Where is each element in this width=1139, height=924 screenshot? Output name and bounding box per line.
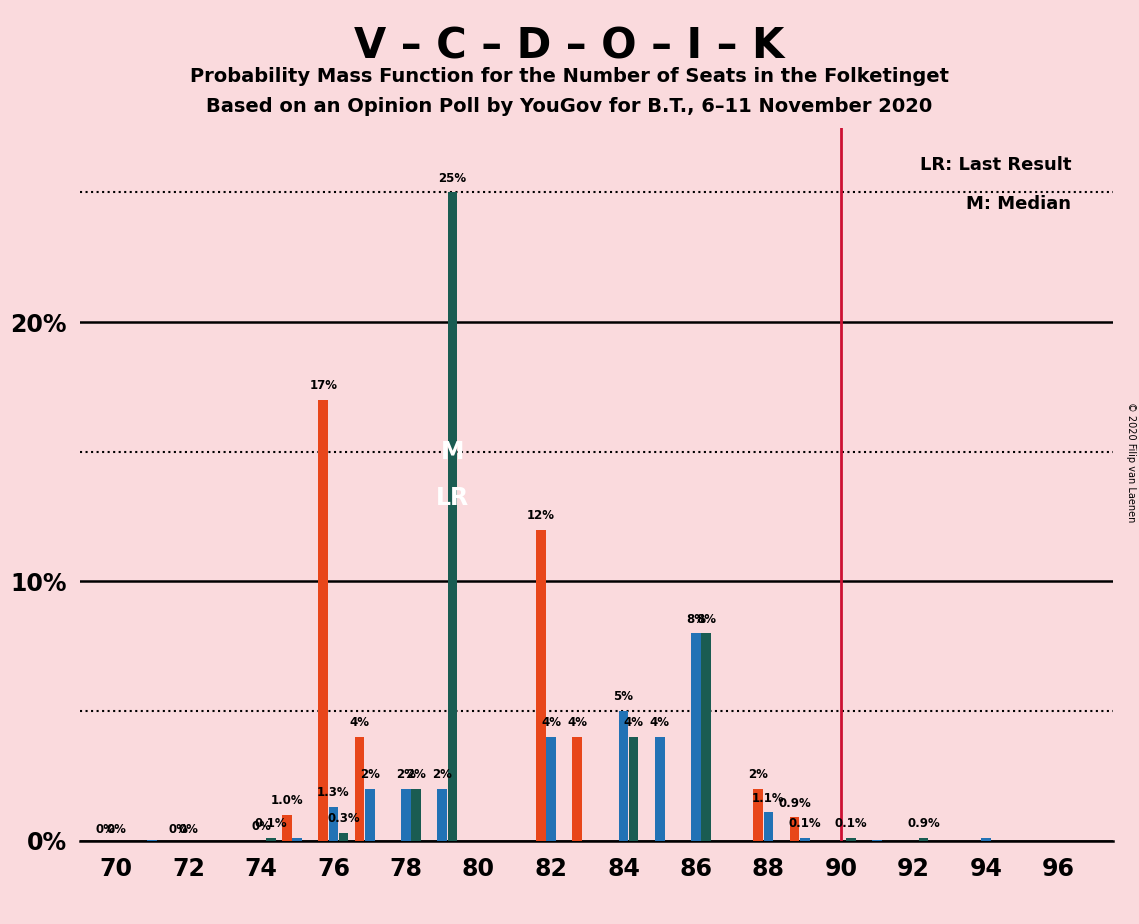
Text: 8%: 8% xyxy=(686,613,706,626)
Text: 1.1%: 1.1% xyxy=(752,792,785,805)
Bar xyxy=(267,838,276,841)
Text: 4%: 4% xyxy=(567,716,587,729)
Bar xyxy=(655,737,664,841)
Text: M: M xyxy=(441,440,464,464)
Text: 0%: 0% xyxy=(251,820,271,833)
Bar xyxy=(448,192,457,841)
Text: Probability Mass Function for the Number of Seats in the Folketinget: Probability Mass Function for the Number… xyxy=(190,67,949,86)
Bar xyxy=(536,529,546,841)
Bar xyxy=(754,789,763,841)
Text: 0.1%: 0.1% xyxy=(788,818,821,831)
Text: LR: Last Result: LR: Last Result xyxy=(920,156,1072,174)
Text: 2%: 2% xyxy=(748,768,768,781)
Text: 5%: 5% xyxy=(614,690,633,703)
Bar xyxy=(572,737,582,841)
Bar xyxy=(981,838,991,841)
Bar xyxy=(401,789,411,841)
Bar xyxy=(329,808,338,841)
Text: 1.0%: 1.0% xyxy=(271,794,303,808)
Bar xyxy=(846,838,855,841)
Text: LR: LR xyxy=(436,486,469,510)
Text: 2%: 2% xyxy=(360,768,379,781)
Text: 0.3%: 0.3% xyxy=(327,812,360,825)
Text: 0%: 0% xyxy=(169,822,188,835)
Bar xyxy=(763,812,773,841)
Text: 17%: 17% xyxy=(310,379,337,392)
Text: Based on an Opinion Poll by YouGov for B.T., 6–11 November 2020: Based on an Opinion Poll by YouGov for B… xyxy=(206,97,933,116)
Bar xyxy=(364,789,375,841)
Text: 0.9%: 0.9% xyxy=(778,796,811,809)
Bar xyxy=(319,400,328,841)
Text: M: Median: M: Median xyxy=(967,195,1072,213)
Bar xyxy=(282,815,292,841)
Text: 12%: 12% xyxy=(527,509,555,522)
Bar xyxy=(919,838,928,841)
Text: 0%: 0% xyxy=(96,822,116,835)
Bar xyxy=(629,737,639,841)
Bar xyxy=(437,789,446,841)
Text: 4%: 4% xyxy=(541,716,560,729)
Text: 2%: 2% xyxy=(396,768,416,781)
Bar xyxy=(546,737,556,841)
Text: 4%: 4% xyxy=(350,716,369,729)
Bar xyxy=(702,633,711,841)
Text: 0.1%: 0.1% xyxy=(835,818,868,831)
Text: 2%: 2% xyxy=(433,768,452,781)
Bar xyxy=(411,789,421,841)
Text: 0.1%: 0.1% xyxy=(255,818,287,831)
Bar xyxy=(338,833,349,841)
Bar xyxy=(789,818,800,841)
Text: 0%: 0% xyxy=(106,822,126,835)
Text: V – C – D – O – I – K: V – C – D – O – I – K xyxy=(354,26,785,67)
Text: 0%: 0% xyxy=(179,822,198,835)
Text: 0.9%: 0.9% xyxy=(907,818,940,831)
Text: 4%: 4% xyxy=(623,716,644,729)
Bar xyxy=(618,711,629,841)
Text: 4%: 4% xyxy=(649,716,670,729)
Text: 8%: 8% xyxy=(696,613,716,626)
Text: 2%: 2% xyxy=(407,768,426,781)
Text: © 2020 Filip van Laenen: © 2020 Filip van Laenen xyxy=(1126,402,1136,522)
Bar xyxy=(691,633,700,841)
Text: 25%: 25% xyxy=(439,172,467,185)
Text: 1.3%: 1.3% xyxy=(317,786,350,799)
Bar xyxy=(354,737,364,841)
Bar xyxy=(293,838,302,841)
Bar xyxy=(800,838,810,841)
